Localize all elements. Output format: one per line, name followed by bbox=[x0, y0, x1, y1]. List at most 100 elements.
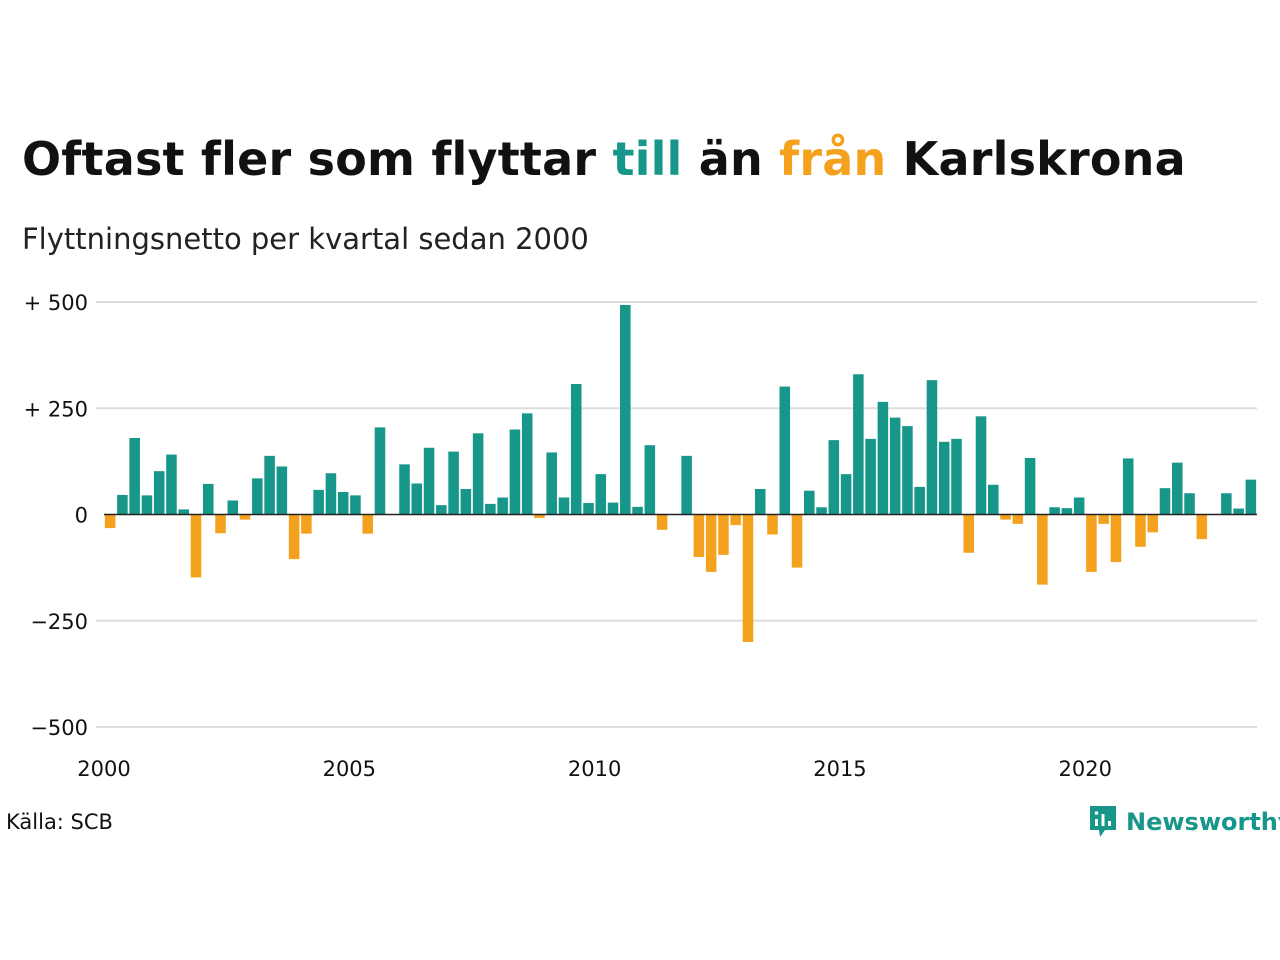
bar bbox=[202, 483, 214, 515]
bar bbox=[877, 401, 889, 515]
y-tick-label: 0 bbox=[75, 504, 88, 528]
y-tick-label: + 500 bbox=[24, 291, 88, 315]
bar bbox=[546, 452, 557, 515]
bar bbox=[595, 474, 607, 515]
bar bbox=[620, 304, 631, 515]
bar bbox=[853, 374, 864, 515]
bar bbox=[129, 438, 140, 515]
bar bbox=[1024, 457, 1036, 515]
bar bbox=[1122, 458, 1134, 515]
bar bbox=[730, 514, 741, 526]
bar bbox=[521, 413, 533, 515]
x-tick-label: 2020 bbox=[1059, 757, 1112, 781]
bar bbox=[1159, 488, 1171, 515]
title-part-3: Karlskrona bbox=[886, 132, 1186, 186]
bar bbox=[644, 445, 656, 515]
bar bbox=[276, 466, 288, 515]
bar bbox=[104, 514, 116, 529]
chart-subtitle: Flyttningsnetto per kvartal sedan 2000 bbox=[22, 222, 589, 256]
bar bbox=[117, 494, 128, 515]
bar bbox=[718, 514, 729, 555]
bar bbox=[1135, 514, 1146, 547]
bar bbox=[828, 440, 840, 515]
bar bbox=[1098, 514, 1109, 524]
bar bbox=[423, 447, 435, 515]
bar bbox=[1196, 514, 1208, 540]
bar bbox=[460, 489, 472, 515]
bar bbox=[742, 514, 754, 642]
bar-chart: + 500 + 250 0 −250 −500 2000 2005 2010 2015 2020 bbox=[24, 291, 1257, 781]
bar bbox=[1073, 497, 1085, 515]
axes: + 500 + 250 0 −250 −500 2000 2005 2010 2015 2020 bbox=[24, 291, 1257, 781]
bar bbox=[350, 495, 361, 515]
bar bbox=[656, 514, 668, 530]
bar bbox=[374, 427, 386, 515]
bar bbox=[411, 483, 423, 515]
bar bbox=[816, 507, 827, 515]
bar bbox=[1000, 514, 1011, 520]
bar bbox=[1049, 507, 1060, 515]
bar bbox=[754, 489, 766, 515]
bar bbox=[1147, 514, 1159, 533]
newsworthy-logo-icon bbox=[1090, 806, 1116, 837]
x-tick-label: 2005 bbox=[323, 757, 376, 781]
y-tick-label: −250 bbox=[30, 610, 88, 634]
bar bbox=[865, 438, 876, 515]
x-tick-label: 2000 bbox=[77, 757, 130, 781]
title-till: till bbox=[612, 132, 683, 186]
bar bbox=[485, 503, 496, 515]
bar bbox=[252, 478, 263, 515]
bar bbox=[190, 514, 202, 578]
bar bbox=[1184, 493, 1195, 515]
y-tick-label: + 250 bbox=[24, 397, 88, 421]
x-tick-label: 2015 bbox=[813, 757, 866, 781]
brand-name: Newsworthy bbox=[1126, 808, 1280, 836]
gridlines bbox=[96, 301, 1257, 728]
bar bbox=[840, 474, 852, 515]
x-tick-label: 2010 bbox=[568, 757, 621, 781]
bar bbox=[497, 497, 508, 515]
bar bbox=[301, 514, 312, 534]
title-fran: från bbox=[779, 132, 887, 186]
bar bbox=[583, 503, 594, 515]
bar bbox=[534, 514, 545, 518]
bar bbox=[215, 514, 226, 534]
bar bbox=[399, 464, 410, 515]
bar bbox=[1037, 514, 1048, 585]
bar bbox=[1245, 479, 1257, 515]
bar bbox=[804, 490, 815, 515]
bar bbox=[1086, 514, 1097, 572]
bar bbox=[779, 386, 791, 515]
bar bbox=[448, 451, 459, 515]
chart-title: Oftast fler som flyttar till än från Kar… bbox=[22, 132, 1186, 186]
bar bbox=[153, 471, 165, 515]
bar bbox=[889, 417, 901, 515]
bar bbox=[436, 505, 447, 515]
bar bbox=[705, 514, 717, 572]
bar bbox=[325, 473, 337, 515]
bar bbox=[1061, 508, 1073, 515]
bar bbox=[570, 384, 582, 515]
bar bbox=[693, 514, 705, 557]
newsworthy-logo: Newsworthy bbox=[1088, 804, 1280, 840]
bar bbox=[1221, 493, 1232, 515]
bar bbox=[1012, 514, 1024, 524]
bar bbox=[166, 454, 177, 515]
bar bbox=[951, 438, 962, 515]
bar bbox=[1233, 508, 1244, 515]
bar bbox=[914, 486, 925, 515]
bar bbox=[975, 416, 987, 515]
bar bbox=[963, 514, 975, 553]
bar bbox=[902, 426, 913, 515]
bar bbox=[607, 502, 619, 515]
bar bbox=[313, 489, 324, 515]
bars bbox=[104, 304, 1257, 642]
bar bbox=[141, 495, 153, 515]
bar bbox=[239, 514, 251, 520]
bar bbox=[178, 509, 189, 515]
y-tick-label: −500 bbox=[30, 716, 88, 740]
bar bbox=[472, 433, 484, 515]
title-part-1: Oftast fler som flyttar bbox=[22, 132, 613, 186]
bar bbox=[558, 497, 570, 515]
bar bbox=[938, 441, 950, 515]
